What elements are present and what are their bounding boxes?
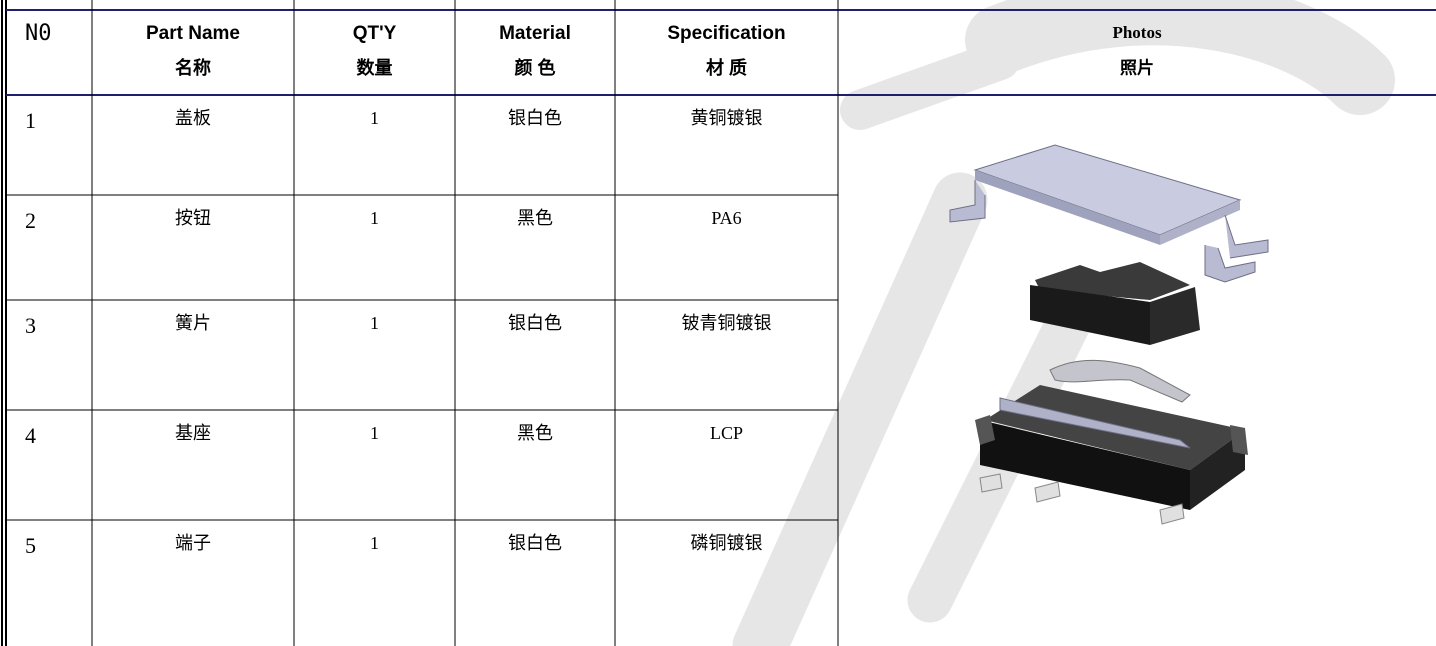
cell: PA6 xyxy=(711,208,741,228)
header-en: Specification xyxy=(667,23,785,44)
cell: 黑色 xyxy=(517,423,553,443)
cell: 黄铜镀银 xyxy=(691,108,763,128)
header-zh: 名称 xyxy=(175,57,211,78)
header-en: QT'Y xyxy=(353,23,397,44)
row-no: 1 xyxy=(25,108,36,133)
cell: 1 xyxy=(370,533,379,553)
cell: 端子 xyxy=(175,533,211,553)
header-zh: 颜 色 xyxy=(514,57,555,78)
cell: 黑色 xyxy=(517,208,553,228)
cell: 铍青铜镀银 xyxy=(682,313,772,333)
header-no: N0 xyxy=(25,21,52,46)
cell: 基座 xyxy=(175,423,211,443)
cell: LCP xyxy=(710,423,743,443)
cell: 盖板 xyxy=(175,108,211,128)
cell: 银白色 xyxy=(508,108,562,128)
cell: 按钮 xyxy=(175,208,211,228)
cell: 1 xyxy=(370,108,379,128)
cell: 1 xyxy=(370,423,379,443)
header-en: Part Name xyxy=(146,23,240,44)
cell: 1 xyxy=(370,208,379,228)
row-no: 4 xyxy=(25,423,36,448)
watermark xyxy=(732,0,1395,646)
cell: 磷铜镀银 xyxy=(691,533,763,553)
header-zh: 材 质 xyxy=(706,57,747,78)
row-no: 3 xyxy=(25,313,36,338)
header-zh: 数量 xyxy=(357,57,393,78)
cell: 1 xyxy=(370,313,379,333)
cell: 簧片 xyxy=(175,313,211,333)
header-en: Material xyxy=(499,23,571,44)
product-photo xyxy=(949,144,1269,525)
cell: 银白色 xyxy=(508,533,562,553)
row-no: 2 xyxy=(25,208,36,233)
header-photos: Photos xyxy=(1112,23,1162,42)
header-photos-zh: 照片 xyxy=(1120,57,1154,77)
row-no: 5 xyxy=(25,533,36,558)
cell: 银白色 xyxy=(508,313,562,333)
